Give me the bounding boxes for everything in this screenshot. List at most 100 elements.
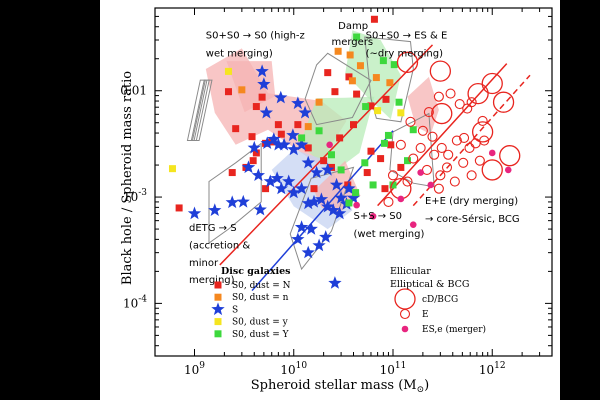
x-tick-label-exp: 9 [199, 361, 205, 371]
data-point-s [329, 177, 344, 191]
x-tick-label: 1010 [280, 361, 307, 377]
legend-ellicular-title: Ellicular [390, 266, 431, 277]
data-point-es-e-merger [409, 221, 417, 228]
x-tick-label-exp: 11 [395, 361, 406, 371]
data-point-s [321, 162, 335, 176]
data-point-s0-dust-y [379, 57, 387, 65]
data-point-s [287, 185, 301, 199]
legend-label-cd-bcg: cD/BCG [422, 295, 458, 305]
data-point-e [402, 176, 413, 187]
data-point-e [479, 135, 490, 146]
data-point-e [466, 97, 477, 108]
data-point-s [267, 132, 281, 145]
data-point-s0-dust-n [367, 147, 375, 155]
relation-line-s [251, 130, 394, 292]
data-point-s [334, 191, 348, 204]
data-point-s [187, 206, 202, 220]
data-point-e [474, 155, 485, 166]
data-point-s0-dust-y [337, 166, 345, 174]
data-point-s0-dust-n [249, 157, 257, 165]
data-point-es-e-merger [417, 169, 424, 176]
data-point-s [259, 105, 273, 119]
legend-marker-s0-dust-y [214, 330, 222, 338]
annotation-text: dETG → S [189, 223, 237, 234]
series-s [187, 64, 361, 289]
x-axis-label: Spheroid stellar mass (M⊙) [251, 378, 430, 395]
data-point-s0-dust-n [274, 121, 282, 129]
annotation-text: S+S → S0 [354, 211, 403, 222]
data-point-s [236, 194, 250, 208]
data-point-s [286, 128, 300, 142]
outline-central [304, 52, 372, 126]
data-point-s0-dust-y [353, 33, 361, 41]
data-point-s [333, 206, 347, 220]
data-point-s0-dust-n [346, 51, 354, 59]
data-point-s0-dust-n [356, 62, 364, 70]
data-point-s0-dust-n [310, 185, 318, 193]
data-point-es-e-merger [488, 149, 496, 157]
y-tick-label-base: 10 [123, 190, 138, 204]
data-point-s0-dust-n [345, 73, 353, 81]
data-point-s0-dust-n [363, 169, 371, 177]
data-point-es-e-merger [504, 166, 512, 174]
y-tick-label: 10-3 [123, 188, 147, 204]
data-point-s [304, 222, 318, 235]
legend-label-es-e-merger: ES,e (merger) [422, 324, 486, 335]
outline-layer [186, 36, 435, 271]
data-point-e [423, 107, 434, 118]
data-point-s [263, 174, 277, 188]
data-point-s0-dust-y [389, 181, 397, 189]
data-point-s [277, 137, 291, 151]
data-point-s0-dust-y [403, 157, 411, 165]
data-point-s0-dust-n [336, 134, 344, 142]
data-point-cd-bcg [431, 102, 453, 125]
data-point-e [454, 98, 465, 110]
data-point-e [405, 116, 416, 127]
legend-label-s0-dust-n: S0, dust = n [232, 293, 289, 303]
data-point-e [415, 142, 426, 153]
legend-marker-s0-dust-n [214, 293, 222, 301]
data-point-s [225, 195, 239, 209]
y-tick-label-exp: -3 [138, 188, 147, 198]
data-point-es-e-merger [427, 181, 435, 189]
data-point-cd-bcg [492, 91, 515, 113]
data-point-s [307, 194, 321, 208]
data-point-s [298, 105, 312, 119]
data-point-e [466, 170, 477, 181]
data-point-s0-dust-n [320, 157, 328, 165]
data-point-e [395, 139, 406, 150]
data-point-s [274, 90, 288, 104]
data-point-s0-dust-y [345, 199, 353, 207]
data-point-s [291, 232, 305, 245]
data-point-e [449, 176, 460, 187]
data-point-s0-dust-n [381, 185, 389, 193]
data-point-s [301, 245, 315, 259]
legend-label-s0-dust-y: S0, dust = y [232, 318, 289, 328]
legend-label-s: S [232, 305, 238, 315]
data-point-s0-dust-y [361, 159, 369, 167]
data-point-es-e-merger [353, 201, 360, 209]
annotation-text: merging) [189, 275, 235, 286]
series-s0-dust-y [298, 33, 417, 207]
data-point-s0-dust-n [262, 185, 270, 193]
legend: Disc galaxies S0, dust = N S0, dust = n S S0… [211, 266, 486, 340]
annotation-text: (wet merging) [354, 229, 425, 240]
annotation-text: (accretion & [189, 240, 250, 251]
data-point-s [271, 137, 285, 151]
series-s0-dust-n [175, 15, 405, 212]
data-point-cd-bcg [481, 72, 503, 95]
annotation-text: → core-Sérsic, BCG [425, 213, 520, 225]
annotation-text: S0+S0 → S0 (high-z [206, 30, 305, 41]
data-point-s [241, 160, 256, 174]
data-point-e [408, 153, 419, 164]
data-point-s [274, 181, 288, 195]
x-tick-label: 109 [184, 361, 205, 377]
data-point-s [255, 64, 269, 78]
data-points [168, 15, 521, 289]
data-point-e [433, 183, 444, 194]
data-point-s0-dust-y [380, 139, 388, 147]
data-point-s0-dust-n [175, 204, 183, 212]
data-point-s0-dust-n [387, 141, 395, 149]
